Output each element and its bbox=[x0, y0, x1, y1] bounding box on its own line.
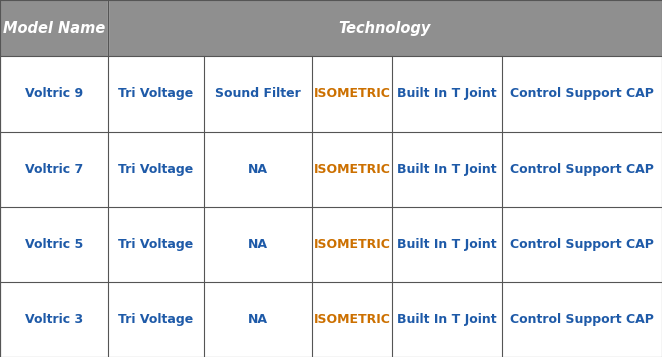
Text: Built In T Joint: Built In T Joint bbox=[397, 313, 497, 326]
Bar bbox=[392, 56, 502, 132]
Text: Tri Voltage: Tri Voltage bbox=[118, 163, 193, 176]
Bar bbox=[0, 207, 108, 282]
Text: NA: NA bbox=[248, 313, 268, 326]
Text: Control Support CAP: Control Support CAP bbox=[510, 313, 654, 326]
Text: ISOMETRIC: ISOMETRIC bbox=[313, 163, 391, 176]
Bar bbox=[502, 132, 662, 207]
Bar bbox=[204, 282, 312, 357]
Text: Voltric 7: Voltric 7 bbox=[25, 163, 83, 176]
Bar bbox=[0, 132, 108, 207]
Bar bbox=[108, 207, 204, 282]
Text: Built In T Joint: Built In T Joint bbox=[397, 238, 497, 251]
Text: Control Support CAP: Control Support CAP bbox=[510, 87, 654, 100]
Bar bbox=[392, 132, 502, 207]
Text: Voltric 5: Voltric 5 bbox=[25, 238, 83, 251]
Bar bbox=[108, 132, 204, 207]
Bar bbox=[0, 56, 108, 132]
Bar bbox=[392, 282, 502, 357]
Text: Voltric 3: Voltric 3 bbox=[25, 313, 83, 326]
Bar bbox=[204, 207, 312, 282]
Text: Technology: Technology bbox=[339, 21, 431, 36]
Bar bbox=[312, 132, 392, 207]
Bar bbox=[0, 0, 662, 56]
Text: Control Support CAP: Control Support CAP bbox=[510, 163, 654, 176]
Text: NA: NA bbox=[248, 163, 268, 176]
Text: ISOMETRIC: ISOMETRIC bbox=[313, 87, 391, 100]
Text: NA: NA bbox=[248, 238, 268, 251]
Text: Built In T Joint: Built In T Joint bbox=[397, 163, 497, 176]
Text: Tri Voltage: Tri Voltage bbox=[118, 313, 193, 326]
Text: Control Support CAP: Control Support CAP bbox=[510, 238, 654, 251]
Text: Voltric 9: Voltric 9 bbox=[25, 87, 83, 100]
Text: ISOMETRIC: ISOMETRIC bbox=[313, 313, 391, 326]
Bar bbox=[502, 56, 662, 132]
Bar bbox=[312, 56, 392, 132]
Bar bbox=[108, 282, 204, 357]
Bar bbox=[204, 132, 312, 207]
Bar bbox=[502, 282, 662, 357]
Text: Built In T Joint: Built In T Joint bbox=[397, 87, 497, 100]
Bar bbox=[312, 282, 392, 357]
Text: ISOMETRIC: ISOMETRIC bbox=[313, 238, 391, 251]
Bar bbox=[0, 282, 108, 357]
Bar bbox=[312, 207, 392, 282]
Bar bbox=[204, 56, 312, 132]
Text: Model Name: Model Name bbox=[3, 21, 105, 36]
Bar bbox=[502, 207, 662, 282]
Text: Tri Voltage: Tri Voltage bbox=[118, 87, 193, 100]
Text: Tri Voltage: Tri Voltage bbox=[118, 238, 193, 251]
Bar bbox=[392, 207, 502, 282]
Bar bbox=[108, 56, 204, 132]
Text: Sound Filter: Sound Filter bbox=[215, 87, 301, 100]
